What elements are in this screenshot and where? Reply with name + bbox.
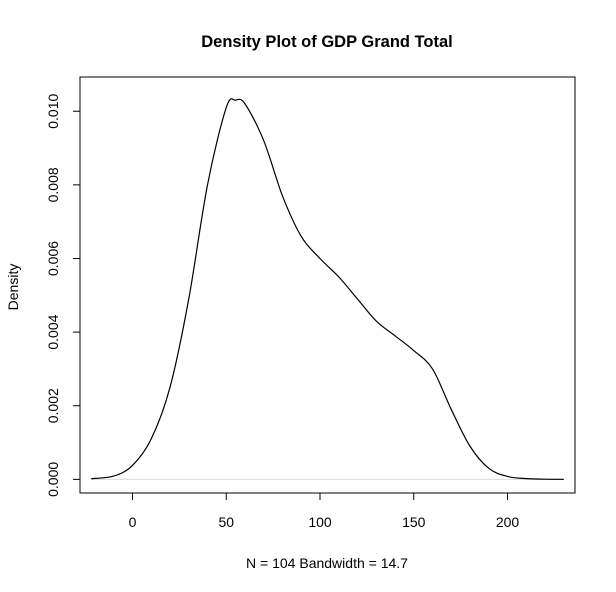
x-axis-label: N = 104 Bandwidth = 14.7	[246, 555, 408, 571]
x-axis: 0 50 100 150 200	[129, 492, 520, 530]
density-curve	[91, 98, 564, 480]
y-tick-label: 0.006	[45, 241, 61, 276]
x-tick-label: 150	[402, 514, 426, 530]
y-tick-label: 0.000	[45, 462, 61, 497]
x-tick-label: 50	[218, 514, 234, 530]
x-tick-label: 200	[496, 514, 520, 530]
x-tick-label: 0	[129, 514, 137, 530]
chart-title: Density Plot of GDP Grand Total	[201, 33, 453, 51]
y-axis: 0.000 0.002 0.004 0.006 0.008 0.010	[45, 94, 81, 497]
x-tick-label: 100	[308, 514, 332, 530]
y-tick-label: 0.004	[45, 314, 61, 349]
y-tick-label: 0.008	[45, 167, 61, 202]
y-tick-label: 0.010	[45, 94, 61, 129]
plot-frame	[79, 76, 576, 494]
y-tick-label: 0.002	[45, 388, 61, 423]
y-axis-label: Density	[5, 264, 21, 311]
